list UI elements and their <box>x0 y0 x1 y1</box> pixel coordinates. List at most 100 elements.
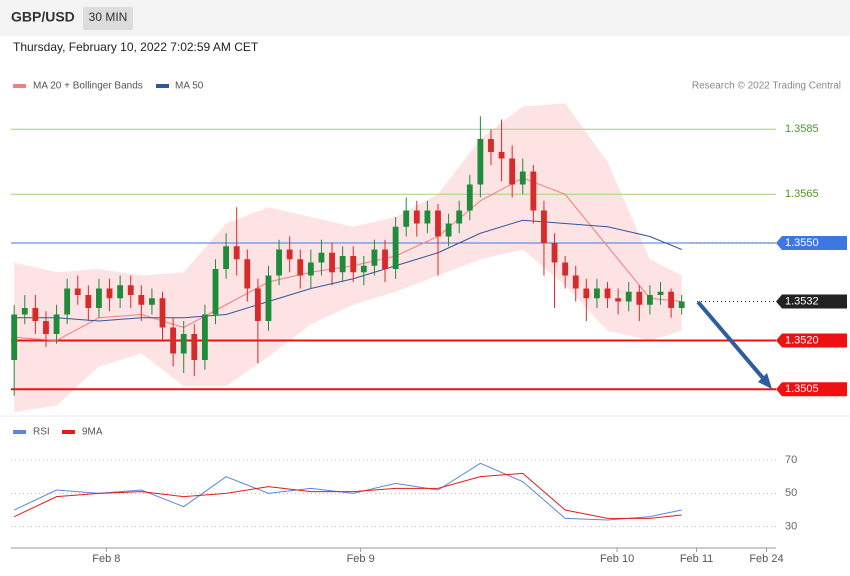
x-tick-label: Feb 24 <box>749 553 783 565</box>
candle-body <box>360 265 367 273</box>
y-tick-label: 50 <box>785 487 797 499</box>
credit: Research © 2022 Trading Central <box>692 81 841 92</box>
candle-body <box>297 259 304 276</box>
x-tick-label: Feb 10 <box>600 553 634 565</box>
candle-body <box>43 321 49 334</box>
candle-body <box>138 295 145 305</box>
candle-body <box>509 158 516 185</box>
y-tick-label: 70 <box>785 454 797 466</box>
x-tick-label: Feb 8 <box>92 553 120 565</box>
candle-body <box>85 295 92 308</box>
legend-label: 9MA <box>82 427 103 438</box>
candle-body <box>466 184 473 211</box>
candle-body <box>477 139 484 185</box>
candle-body <box>371 249 378 266</box>
x-tick-label: Feb 9 <box>347 553 375 565</box>
candle-body <box>74 288 81 295</box>
interval-button[interactable] <box>83 7 133 30</box>
candle-body <box>403 210 410 227</box>
legend-label: RSI <box>33 427 50 438</box>
rsi-line <box>13 462 682 521</box>
rsi-line <box>13 472 682 519</box>
candle-body <box>594 288 600 299</box>
candle-body <box>276 249 282 276</box>
y-tick-label: 30 <box>785 521 797 533</box>
candle-body <box>392 226 399 269</box>
legend-swatch <box>62 430 75 434</box>
candle-body <box>201 314 208 360</box>
candle-body <box>159 298 166 328</box>
candle-body <box>646 295 653 305</box>
legend-swatch <box>156 84 169 88</box>
candle-body <box>170 327 177 354</box>
candle-body <box>307 262 314 276</box>
bollinger-band <box>14 103 682 412</box>
candle-body <box>382 249 388 269</box>
candle-body <box>668 291 675 308</box>
candle-body <box>53 314 60 334</box>
forecast-arrowhead <box>758 373 772 389</box>
level-label: 1.3585 <box>785 123 819 135</box>
candle-body <box>286 249 293 260</box>
candle-body <box>339 256 346 273</box>
candle-body <box>541 210 547 243</box>
candle-body <box>191 334 198 360</box>
candle-body <box>21 308 28 315</box>
level-tag <box>776 382 847 397</box>
header-bar <box>0 0 850 36</box>
candle-body <box>180 334 187 354</box>
level-label: 1.3550 <box>785 237 819 249</box>
candle-body <box>424 210 431 224</box>
candle-body <box>106 288 113 299</box>
x-tick-label: Feb 11 <box>680 553 713 565</box>
candle-body <box>265 275 272 321</box>
legend-swatch <box>13 430 26 434</box>
level-label: 1.3532 <box>785 295 819 307</box>
candle-body <box>678 301 685 308</box>
level-label: 1.3565 <box>785 188 819 200</box>
legend-swatch <box>13 84 26 88</box>
candle-body <box>318 252 325 263</box>
candle-body <box>551 243 558 263</box>
candle-body <box>117 285 124 299</box>
candle-body <box>127 285 134 295</box>
candle-body <box>254 288 261 321</box>
level-label: 1.3520 <box>785 334 819 346</box>
legend-label: MA 20 + Bollinger Bands <box>33 81 143 92</box>
level-tag <box>776 294 847 309</box>
candle-body <box>32 308 39 321</box>
candle-body <box>350 256 357 273</box>
candle-body <box>413 210 420 224</box>
candle-body <box>572 275 579 289</box>
candle-body <box>583 288 590 299</box>
candle-body <box>445 223 452 237</box>
timestamp: Thursday, February 10, 2022 7:02:59 AM C… <box>13 40 259 54</box>
candle-body <box>604 288 611 299</box>
candle-body <box>562 262 569 276</box>
forecast-arrow <box>696 300 770 386</box>
candle-body <box>657 291 664 295</box>
candle-body <box>519 171 526 185</box>
level-label: 1.3505 <box>785 383 819 395</box>
candle-body <box>498 152 505 159</box>
candle-body <box>149 298 155 305</box>
level-tag <box>776 333 847 348</box>
candle-body <box>64 288 71 315</box>
candle-body <box>96 288 102 308</box>
candle-body <box>244 259 251 289</box>
level-tag <box>776 236 847 250</box>
candle-body <box>636 291 643 305</box>
legend-label: MA 50 <box>175 81 204 92</box>
candle-body <box>223 246 230 269</box>
interval: 30 MIN <box>89 10 128 24</box>
candle-body <box>530 171 537 211</box>
candle-body <box>212 269 219 315</box>
symbol: GBP/USD <box>11 9 75 25</box>
candle-body <box>11 314 18 360</box>
candle-body <box>329 252 335 273</box>
candle-body <box>615 298 622 302</box>
candle-body <box>435 210 441 237</box>
candle-body <box>488 139 494 152</box>
